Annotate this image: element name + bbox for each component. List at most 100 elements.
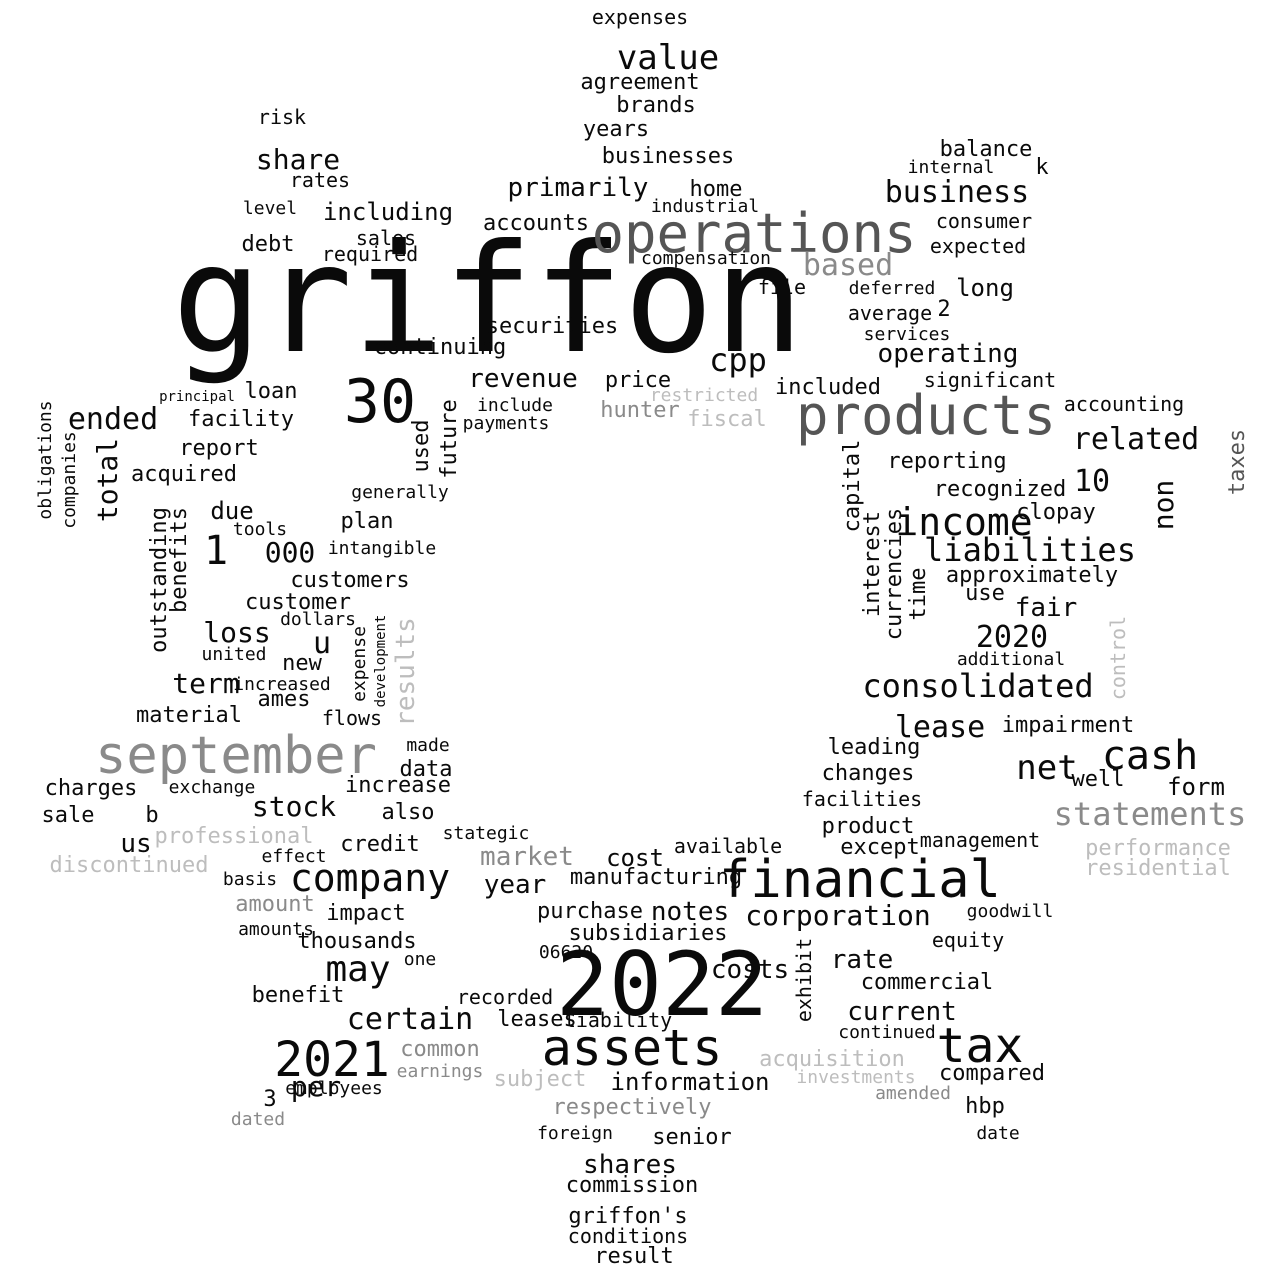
cloud-word: businesses (601, 144, 735, 169)
cloud-word: b (145, 803, 159, 828)
cloud-word: notes (650, 897, 730, 927)
cloud-word: price (604, 368, 672, 393)
cloud-word: rates (289, 168, 351, 192)
cloud-word: company (289, 856, 451, 900)
cloud-word: subject (493, 1067, 587, 1092)
cloud-word: include (477, 395, 553, 416)
cloud-word: dated (230, 1109, 286, 1130)
cloud-word: management (919, 828, 1041, 852)
cloud-word: customers (290, 568, 410, 593)
cloud-word: conditions (567, 1224, 689, 1248)
cloud-word: assets (541, 1019, 723, 1077)
cloud-word: 2021 (274, 1032, 390, 1088)
cloud-word: charges (44, 776, 138, 801)
cloud-word: due (210, 497, 254, 525)
cloud-word: continued (838, 1022, 936, 1043)
cloud-word: performance (1085, 836, 1231, 861)
cloud-word: currencies (882, 507, 907, 641)
cloud-word: continuing (373, 335, 507, 360)
cloud-word: product (821, 814, 915, 839)
cloud-word: years (582, 117, 650, 142)
cloud-word: agreement (580, 70, 700, 95)
cloud-word: senior (652, 1125, 732, 1150)
cloud-word: us (120, 829, 152, 859)
cloud-word: dollars (280, 609, 356, 630)
cloud-word: risk (257, 105, 307, 129)
cloud-word: required (321, 242, 419, 266)
cloud-word: 2 (937, 297, 951, 322)
cloud-word: business (884, 175, 1030, 210)
cloud-word: made (406, 735, 450, 756)
cloud-word: data (399, 757, 453, 782)
cloud-word: residential (1085, 856, 1231, 881)
cloud-word: obligations (35, 400, 56, 520)
cloud-word: shares (583, 1150, 677, 1180)
cloud-word: accounts (483, 211, 589, 236)
cloud-word: 30 (343, 367, 417, 437)
cloud-word: form (1167, 773, 1225, 801)
cloud-word: financial (719, 850, 1001, 910)
cloud-word: total (91, 437, 124, 523)
cloud-word: commercial (860, 970, 994, 995)
cloud-word: per (290, 1070, 342, 1103)
cloud-word: employees (285, 1078, 383, 1099)
cloud-word: cpp (709, 341, 767, 379)
cloud-word: primarily (507, 173, 649, 203)
cloud-word: discontinued (49, 853, 209, 878)
cloud-word: current (847, 997, 957, 1027)
cloud-word: interest (860, 511, 885, 617)
cloud-word: tools (232, 519, 288, 540)
cloud-word: report (179, 436, 259, 461)
cloud-word: exchange (168, 777, 256, 798)
cloud-word: one (403, 949, 437, 970)
cloud-word: benefits (167, 507, 192, 613)
cloud-word: securities (485, 314, 619, 339)
cloud-word: facilities (801, 787, 923, 811)
cloud-word: may (325, 949, 391, 990)
cloud-word: ended (67, 402, 159, 437)
cloud-word: except (840, 835, 920, 860)
cloud-word: manufacturing (569, 865, 743, 890)
cloud-word: balance (939, 137, 1033, 162)
cloud-word: amounts (238, 919, 314, 940)
cloud-word: acquisition (759, 1047, 905, 1072)
cloud-word: long (956, 274, 1014, 302)
cloud-word: result (594, 1244, 674, 1269)
cloud-word: griffon (171, 213, 805, 387)
cloud-word: respectively (552, 1095, 712, 1120)
cloud-word: stategic (442, 823, 530, 844)
cloud-word: exhibit (792, 937, 816, 1023)
cloud-word: impairment (1001, 713, 1135, 738)
cloud-word: including (322, 198, 454, 226)
cloud-word: subsidiaries (568, 921, 728, 946)
cloud-word: loan (244, 379, 298, 404)
cloud-word: operating (877, 339, 1019, 369)
cloud-word: changes (821, 761, 915, 786)
cloud-word: investments (796, 1067, 916, 1088)
cloud-word: hunter (600, 398, 680, 423)
cloud-word: based (802, 248, 894, 283)
cloud-word: new (282, 651, 322, 676)
cloud-word: used (409, 419, 434, 473)
cloud-word: 06620 (538, 942, 594, 963)
cloud-word: value (616, 38, 720, 78)
cloud-word: industrial (650, 196, 760, 217)
cloud-word: market (480, 842, 574, 872)
cloud-word: september (95, 726, 377, 786)
cloud-word: home (689, 177, 743, 202)
cloud-word: brands (616, 93, 696, 118)
cloud-word: impact (326, 901, 406, 926)
cloud-word: statements (1053, 795, 1247, 833)
cloud-word: 2020 (975, 620, 1049, 655)
cloud-word: stock (251, 790, 337, 823)
cloud-word: effect (261, 846, 327, 867)
cloud-word: consumer (935, 209, 1033, 233)
cloud-word: expected (929, 234, 1027, 258)
cloud-word: services (863, 324, 951, 345)
cloud-word: plan (340, 509, 394, 534)
cloud-word: income (895, 500, 1033, 544)
cloud-word: expense (349, 626, 370, 702)
cloud-word: flows (321, 706, 383, 730)
cloud-word: corporation (745, 899, 931, 932)
cloud-word: year (483, 870, 547, 900)
